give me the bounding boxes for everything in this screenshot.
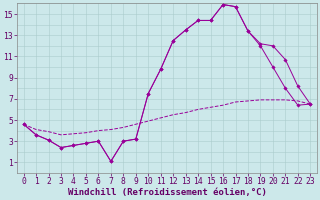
X-axis label: Windchill (Refroidissement éolien,°C): Windchill (Refroidissement éolien,°C) <box>68 188 266 197</box>
